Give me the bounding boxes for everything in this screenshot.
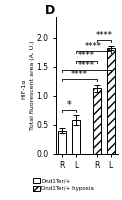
- Legend: Dnd1Ter/+, Dnd1Ter/+ hypoxia: Dnd1Ter/+, Dnd1Ter/+ hypoxia: [31, 176, 96, 193]
- Bar: [72, 120, 80, 154]
- Bar: [93, 88, 101, 154]
- Text: ****: ****: [95, 31, 112, 40]
- Text: ****: ****: [71, 70, 88, 79]
- Text: *: *: [67, 100, 71, 110]
- Bar: [58, 131, 66, 154]
- Y-axis label: Total fluorescent area (A. U.): Total fluorescent area (A. U.): [30, 41, 35, 130]
- Text: ****: ****: [78, 51, 95, 60]
- Bar: [107, 48, 115, 154]
- Text: D: D: [45, 4, 55, 17]
- Text: HIF-1α: HIF-1α: [21, 78, 26, 99]
- Text: ****: ****: [85, 42, 102, 51]
- Text: ****: ****: [78, 61, 95, 70]
